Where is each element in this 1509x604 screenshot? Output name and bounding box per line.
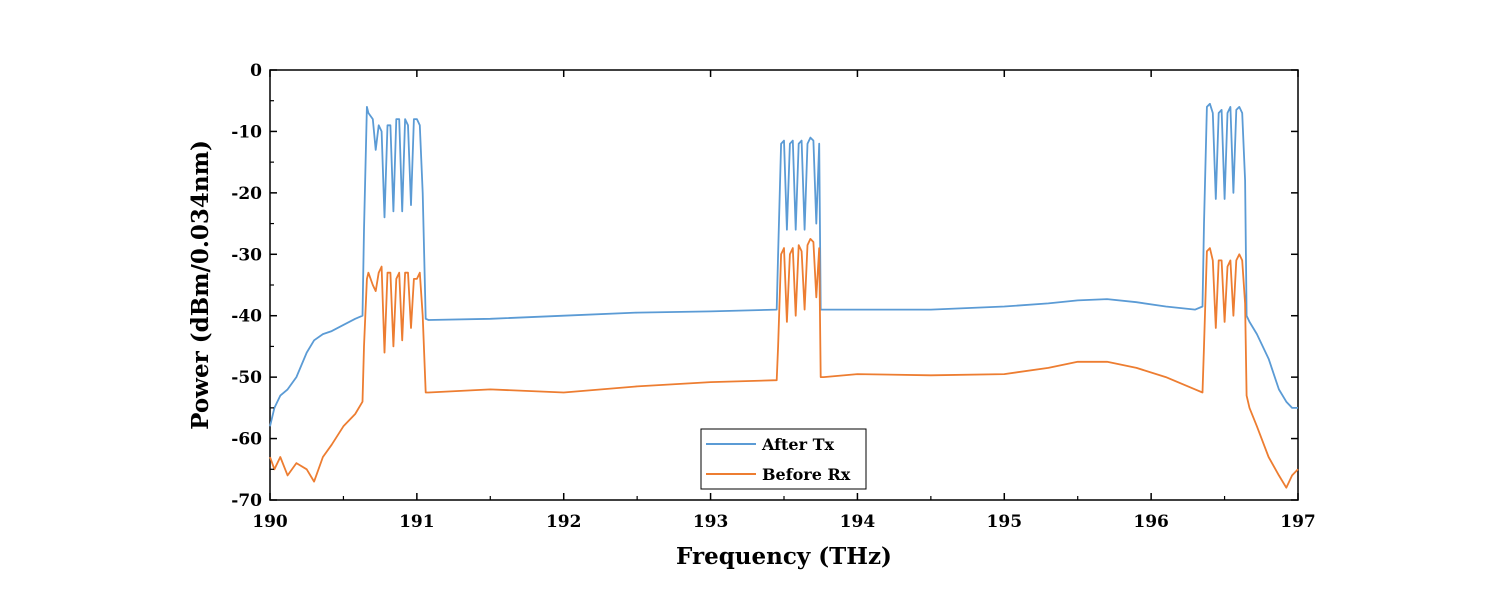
series-line-after-tx: [269, 102, 1298, 427]
y-axis-title: Power (dBm/0.034nm): [187, 140, 214, 430]
x-axis-title: Frequency (THz): [676, 543, 892, 570]
y-tick-label: -50: [231, 368, 262, 388]
y-tick-label: -40: [231, 307, 262, 327]
x-tick-label: 190: [252, 512, 288, 532]
x-tick-label: 195: [987, 512, 1023, 532]
legend-box: [700, 428, 867, 490]
y-tick-label: -30: [231, 245, 262, 265]
x-tick-label: 191: [399, 512, 435, 532]
y-tick-label: -10: [231, 122, 262, 142]
y-tick-label: -20: [231, 184, 262, 204]
ticks-layer: 190 191 192 193 194 195 196 197 0 -10 -20 -30 -40 -50…: [231, 61, 1315, 532]
legend-label-after-tx: After Tx: [761, 435, 834, 454]
x-tick-label: 192: [546, 512, 582, 532]
series-line-before-rx: [269, 237, 1299, 489]
y-tick-label: -70: [231, 491, 262, 511]
y-tick-label: -60: [231, 430, 262, 450]
series-layer: [269, 102, 1299, 489]
y-tick-label: 0: [250, 61, 262, 81]
legend: After Tx Before Rx: [700, 428, 867, 490]
x-tick-label: 196: [1133, 512, 1169, 532]
legend-label-before-rx: Before Rx: [762, 465, 851, 484]
x-tick-label: 193: [693, 512, 729, 532]
x-tick-label: 197: [1280, 512, 1316, 532]
x-tick-label: 194: [840, 512, 876, 532]
